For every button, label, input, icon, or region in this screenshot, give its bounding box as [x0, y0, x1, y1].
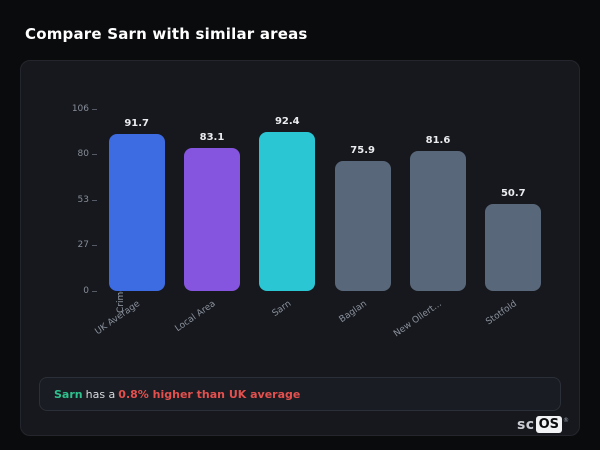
bar[interactable]: [259, 132, 316, 291]
logo-boxed: OS: [535, 416, 562, 433]
bar-group: 83.1 Local Area: [174, 109, 249, 334]
bar-value-label: 92.4: [274, 116, 300, 128]
bar-group: 50.7 Stotfold: [476, 109, 551, 327]
x-axis-category-label: Sarn: [270, 299, 294, 319]
comparison-note: Sarn has a 0.8% higher than UK average: [39, 377, 561, 411]
bar-value-label: 83.1: [199, 132, 225, 144]
bar-group: 91.7 UK Average: [94, 109, 174, 337]
x-axis-category-label: Baglan: [337, 299, 369, 326]
bar-group: 75.9 Baglan: [325, 109, 400, 325]
note-highlight-text: 0.8% higher than UK average: [118, 387, 301, 401]
page-title: Compare Sarn with similar areas: [25, 25, 308, 43]
bar[interactable]: [183, 148, 240, 291]
note-area-name: Sarn: [54, 387, 83, 401]
bar[interactable]: [334, 160, 391, 291]
y-tick-label: 27: [53, 240, 97, 250]
bar-group: 81.6 New Ollert...: [392, 109, 475, 339]
bar[interactable]: [485, 203, 542, 291]
registered-mark-icon: ®: [563, 417, 569, 424]
bar[interactable]: [108, 133, 165, 291]
bar-group: 92.4 Sarn: [250, 109, 325, 319]
bar-value-label: 91.7: [124, 117, 149, 129]
scos-logo: sc OS ®: [517, 416, 569, 433]
bar-value-label: 81.6: [425, 134, 451, 146]
y-axis: 0 27 53 80 106: [53, 104, 97, 296]
bar-value-label: 75.9: [350, 144, 375, 156]
y-tick-label: 80: [53, 149, 97, 159]
bar[interactable]: [409, 150, 466, 291]
bars: 91.7 UK Average 83.1 Local Area 92.4 Sarn 75.9…: [94, 109, 551, 339]
y-tick-label: 53: [53, 195, 97, 205]
bar-value-label: 50.7: [500, 187, 526, 199]
y-tick-label: 0: [53, 286, 97, 296]
logo-prefix: sc: [516, 416, 535, 433]
y-tick-label: 106: [53, 104, 97, 114]
x-axis-category-label: Stotfold: [484, 299, 520, 328]
x-axis-category-label: Local Area: [173, 299, 218, 335]
x-axis-category-label: New Ollert...: [392, 299, 444, 340]
note-middle-text: has a: [85, 387, 116, 401]
